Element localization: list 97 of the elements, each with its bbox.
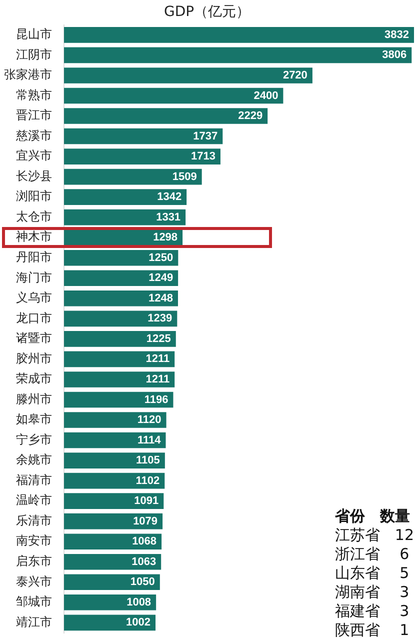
- y-tick-label: 丹阳市: [16, 250, 52, 264]
- data-label: 1211: [146, 353, 170, 366]
- data-label: 2229: [238, 110, 263, 122]
- data-label: 1105: [136, 454, 160, 467]
- bar: [64, 209, 186, 226]
- data-label: 1211: [146, 374, 170, 386]
- y-tick-label: 太仓市: [16, 209, 52, 224]
- y-tick-label: 靖江市: [16, 614, 52, 629]
- y-tick-label: 常熟市: [16, 88, 52, 102]
- y-tick-label: 南安市: [16, 534, 52, 548]
- data-label: 1079: [133, 515, 158, 528]
- data-label: 1250: [148, 252, 174, 264]
- annotation: 福建省 3: [334, 602, 410, 621]
- data-label: 1342: [157, 191, 182, 204]
- bar: [64, 412, 166, 428]
- y-tick-label: 晋江市: [16, 108, 52, 122]
- bar: [64, 310, 178, 327]
- bar: [64, 534, 162, 550]
- y-tick-label: 龙口市: [16, 310, 52, 325]
- bar: [64, 108, 268, 124]
- y-tick-label: 宜兴市: [16, 148, 52, 163]
- y-tick-label: 江阴市: [16, 47, 52, 62]
- data-label: 1002: [126, 616, 151, 629]
- data-label: 1737: [193, 130, 218, 142]
- bar: [64, 128, 223, 144]
- y-tick-label: 邹城市: [16, 594, 52, 609]
- bar: [64, 351, 175, 368]
- bar: [64, 331, 176, 347]
- data-label: 1509: [172, 170, 197, 183]
- bar: [64, 554, 162, 570]
- annotation: 湖南省 3: [334, 583, 410, 602]
- y-tick-label: 海门市: [16, 270, 52, 284]
- data-label: 1239: [148, 312, 172, 325]
- data-label: 1298: [153, 232, 178, 244]
- annotation: 山东省 5: [334, 564, 410, 583]
- data-label: 1331: [156, 211, 181, 224]
- bar: [64, 27, 414, 43]
- y-tick-label: 如皋市: [16, 412, 52, 426]
- data-label: 1063: [132, 556, 156, 568]
- data-label: 2720: [282, 70, 308, 82]
- bar: [64, 148, 220, 164]
- bar: [64, 452, 165, 468]
- bar: [64, 270, 178, 286]
- data-label: 1249: [148, 272, 174, 284]
- y-tick-label: 宁乡市: [16, 432, 52, 446]
- bar: [64, 88, 284, 104]
- y-tick-label: 启东市: [16, 554, 52, 568]
- bar: [64, 47, 412, 64]
- y-tick-label: 诸暨市: [16, 331, 52, 346]
- bar: [64, 290, 178, 306]
- data-label: 1114: [137, 434, 162, 446]
- y-tick-label: 长沙县: [16, 168, 52, 183]
- y-tick-label: 乐清市: [16, 513, 52, 528]
- data-label: 1120: [137, 414, 162, 426]
- data-label: 1248: [148, 292, 173, 304]
- y-tick-label: 余姚市: [16, 452, 52, 467]
- chart-title: GDP（亿元）: [164, 4, 250, 20]
- data-label: 1008: [126, 596, 152, 608]
- y-tick-label: 荣成市: [16, 372, 52, 386]
- data-label: 1091: [134, 495, 159, 508]
- bar: [64, 472, 165, 489]
- y-tick-label: 温岭市: [16, 493, 52, 508]
- data-label: 3806: [382, 49, 407, 62]
- y-tick-label: 泰兴市: [16, 574, 52, 588]
- data-label: 1102: [136, 474, 160, 487]
- bar: [64, 594, 156, 610]
- data-label: 1713: [190, 150, 216, 163]
- bar: [64, 68, 312, 84]
- bar: [64, 189, 187, 205]
- data-label: 1068: [132, 536, 157, 548]
- data-label: 1196: [144, 394, 168, 406]
- bar: [64, 432, 166, 448]
- bar: [64, 513, 163, 530]
- bar: [64, 250, 178, 266]
- y-tick-label: 慈溪市: [15, 128, 52, 142]
- y-tick-label: 义乌市: [16, 290, 52, 305]
- data-label: 1225: [146, 332, 171, 345]
- annotation: 省份 数量: [334, 507, 411, 526]
- bar: [64, 392, 174, 408]
- y-tick-label: 福清市: [16, 472, 52, 487]
- y-tick-label: 滕州市: [16, 392, 52, 406]
- data-label: 2400: [254, 90, 278, 102]
- data-label: 1050: [130, 576, 155, 588]
- bar: [64, 493, 164, 509]
- bar: [64, 614, 156, 631]
- y-tick-label: 浏阳市: [16, 189, 52, 204]
- data-label: 3832: [384, 28, 409, 41]
- bar: [64, 372, 175, 388]
- y-tick-label: 昆山市: [16, 27, 52, 42]
- annotation: 浙江省 6: [334, 545, 410, 564]
- bar: [64, 574, 160, 590]
- annotation: 陕西省 1: [334, 621, 410, 640]
- y-tick-label: 胶州市: [16, 351, 52, 366]
- bar: [64, 168, 202, 185]
- y-tick-label: 张家港市: [4, 68, 52, 82]
- annotation: 江苏省 12: [334, 526, 414, 545]
- y-tick-label: 神木市: [16, 230, 52, 244]
